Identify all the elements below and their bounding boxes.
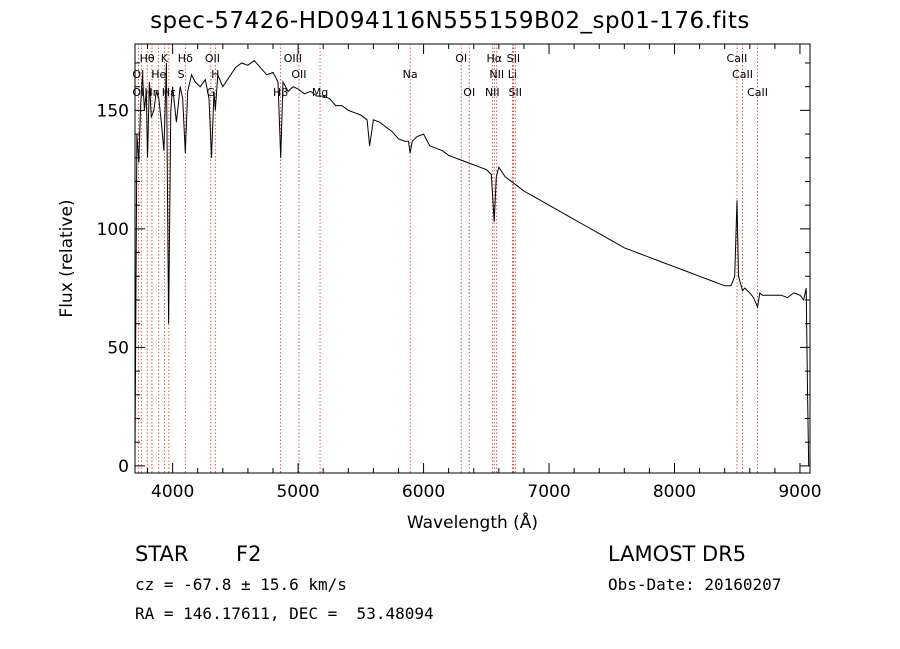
line-annotation: H (211, 68, 219, 81)
line-annotation: CaII (732, 68, 753, 81)
x-tick-label: 5000 (276, 482, 319, 502)
line-annotation: Hθ (140, 52, 155, 65)
y-axis-label: Flux (relative) (57, 199, 77, 317)
line-annotation: Hα (486, 52, 502, 65)
line-annotation: OI (132, 86, 144, 99)
x-tick-label: 8000 (653, 482, 696, 502)
spectrum-line (134, 59, 810, 466)
line-annotation: NII (485, 86, 500, 99)
line-annotation: OI (455, 52, 467, 65)
line-annotation: OII (291, 68, 306, 81)
line-annotation: Mg (312, 86, 328, 99)
x-tick-label: 4000 (151, 482, 194, 502)
line-annotation: Hδ (178, 52, 193, 65)
line-annotation: SII (507, 52, 520, 65)
line-annotation: OI (463, 86, 475, 99)
line-annotation: Hη (144, 86, 159, 99)
line-annotation: He (151, 68, 166, 81)
object-class: STAR (135, 542, 189, 566)
line-annotation: Na (403, 68, 418, 81)
x-tick-label: 6000 (402, 482, 445, 502)
x-tick-label: 9000 (778, 482, 821, 502)
line-annotation: K (161, 52, 169, 65)
plot-frame (134, 43, 811, 474)
line-annotation: NII (489, 68, 504, 81)
line-annotation: Li (508, 68, 517, 81)
y-tick-label: 100 (97, 220, 129, 240)
line-annotation: CaII (747, 86, 768, 99)
y-tick-label: 50 (107, 338, 129, 358)
line-annotation: OIII (284, 52, 302, 65)
chart-title: spec-57426-HD094116N555159B02_sp01-176.f… (150, 8, 750, 34)
line-annotation: Hβ (273, 86, 288, 99)
spectral-subclass: F2 (236, 542, 262, 566)
line-annotation: Hε (162, 86, 176, 99)
y-tick-label: 0 (118, 457, 129, 477)
coordinates-readout: RA = 146.17611, DEC = 53.48094 (135, 604, 434, 623)
line-annotation: CaII (727, 52, 748, 65)
line-annotation: S (178, 68, 185, 81)
y-tick-label: 150 (97, 101, 129, 121)
survey-name: LAMOST DR5 (608, 542, 747, 566)
redshift-readout: cz = -67.8 ± 15.6 km/s (135, 575, 347, 594)
x-tick-label: 7000 (527, 482, 570, 502)
line-annotation: OII (205, 52, 220, 65)
observation-date: Obs-Date: 20160207 (608, 575, 782, 594)
line-annotation: G (207, 86, 216, 99)
line-annotation: SII (509, 86, 522, 99)
x-axis-label: Wavelength (Å) (407, 511, 538, 533)
line-annotation: OI (132, 68, 144, 81)
